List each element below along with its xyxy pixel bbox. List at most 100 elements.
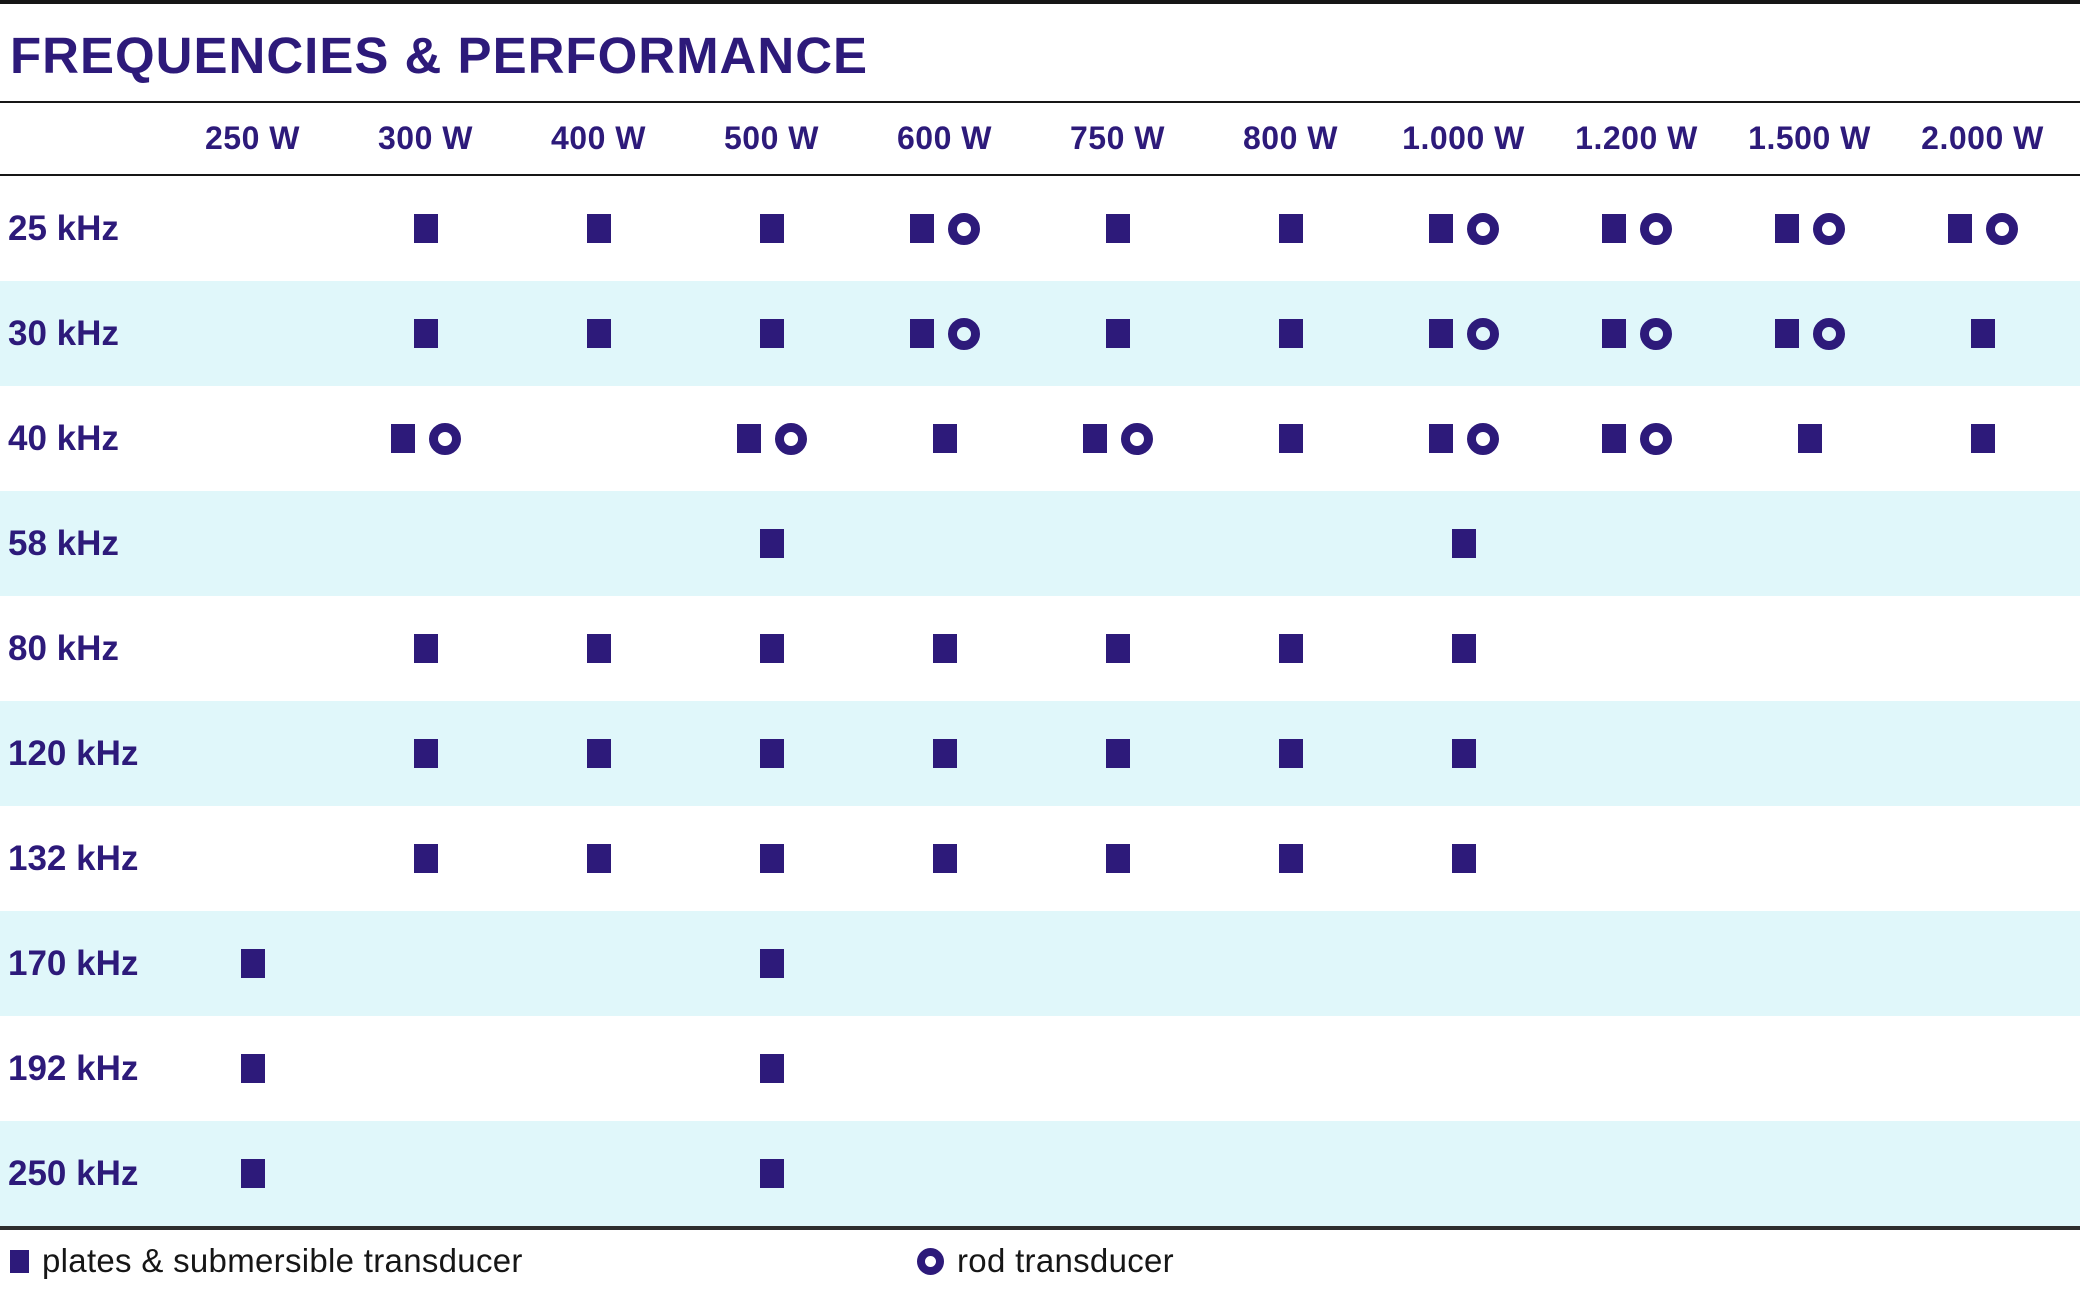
table-cell: [685, 176, 858, 281]
plates-transducer-marker: [1451, 634, 1476, 663]
table-cell: [339, 806, 512, 911]
row-label: 40 kHz: [8, 418, 119, 458]
row-label: 30 kHz: [8, 313, 119, 353]
column-header: 600 W: [897, 120, 992, 156]
column-header: 500 W: [724, 120, 819, 156]
column-header: 1.500 W: [1748, 120, 1871, 156]
plates-transducer-marker: [1105, 844, 1130, 873]
table-cell: [1204, 701, 1377, 806]
table-cell: [166, 491, 339, 596]
plates-transducer-marker: [413, 634, 438, 663]
plates-transducer-marker: [1774, 214, 1799, 243]
plates-transducer-marker: [759, 634, 784, 663]
plates-transducer-marker: [586, 319, 611, 348]
table-cell: [1723, 911, 1896, 1016]
table-cell: [1204, 806, 1377, 911]
row-label: 80 kHz: [8, 628, 119, 668]
plates-transducer-marker: [240, 1054, 265, 1083]
plates-transducer-marker: [759, 529, 784, 558]
table-cell: [1723, 491, 1896, 596]
table-row: 58 kHz: [0, 491, 2080, 596]
legend-label: rod transducer: [957, 1242, 1174, 1279]
plates-transducer-marker: [1428, 319, 1453, 348]
table-cell: [685, 806, 858, 911]
table-cell: [512, 701, 685, 806]
table-cell: [685, 281, 858, 386]
table-row: 192 kHz: [0, 1016, 2080, 1121]
rod-transducer-marker: [1466, 212, 1499, 245]
plates-transducer-marker: [1601, 319, 1626, 348]
title-area: FREQUENCIES & PERFORMANCE: [0, 4, 2080, 101]
plates-transducer-marker: [390, 424, 415, 453]
table-cell: [166, 701, 339, 806]
plates-transducer-marker: [909, 214, 934, 243]
table-cell: [1377, 596, 1550, 701]
table-cell: [339, 491, 512, 596]
table-cell: [1550, 176, 1723, 281]
table-cell: [858, 176, 1031, 281]
table-cell: [1896, 1121, 2069, 1226]
table-cell: [685, 701, 858, 806]
table-cell: [1550, 491, 1723, 596]
table-cell: [1031, 806, 1204, 911]
table-body: 25 kHz 30 kHz 40 kHz 58 kHz 80 kHz 120 kHz 132…: [0, 176, 2080, 1226]
table-cell: [685, 491, 858, 596]
plates-transducer-marker: [240, 949, 265, 978]
table-cell: [1204, 1016, 1377, 1121]
rod-transducer-marker: [917, 1247, 944, 1275]
table-cell: [1377, 1121, 1550, 1226]
table-cell: [858, 806, 1031, 911]
table-cell: [166, 386, 339, 491]
table-cell: [166, 911, 339, 1016]
plates-transducer-marker: [932, 739, 957, 768]
table-cell: [685, 911, 858, 1016]
table-cell: [1896, 1016, 2069, 1121]
table-cell: [1550, 701, 1723, 806]
table-cell: [685, 386, 858, 491]
table-cell: [512, 386, 685, 491]
plates-transducer-marker: [1451, 529, 1476, 558]
table-cell: [685, 1016, 858, 1121]
table-row: 250 kHz: [0, 1121, 2080, 1226]
table-cell: [1031, 1121, 1204, 1226]
plates-transducer-marker: [1082, 424, 1107, 453]
plates-transducer-marker: [1451, 739, 1476, 768]
table-cell: [1377, 806, 1550, 911]
table-cell: [1377, 1016, 1550, 1121]
table-row: 30 kHz: [0, 281, 2080, 386]
plates-transducer-marker: [932, 844, 957, 873]
plates-transducer-marker: [413, 214, 438, 243]
table-cell: [512, 596, 685, 701]
plates-transducer-marker: [759, 1159, 784, 1188]
table-cell: [1377, 281, 1550, 386]
table-cell: [1896, 386, 2069, 491]
plates-transducer-marker: [1105, 319, 1130, 348]
table-cell: [512, 176, 685, 281]
legend-label: plates & submersible transducer: [42, 1242, 523, 1279]
table-cell: [1723, 281, 1896, 386]
table-cell: [858, 701, 1031, 806]
plates-transducer-marker: [759, 214, 784, 243]
table-cell: [1204, 596, 1377, 701]
plates-transducer-marker: [413, 739, 438, 768]
legend-divider-line: [0, 1226, 2080, 1230]
column-header: 250 W: [205, 120, 300, 156]
rod-transducer-marker: [947, 317, 980, 350]
table-cell: [858, 596, 1031, 701]
table-cell: [685, 596, 858, 701]
plates-transducer-marker: [759, 1054, 784, 1083]
row-label: 132 kHz: [8, 838, 139, 878]
table-cell: [512, 491, 685, 596]
rod-transducer-marker: [774, 422, 807, 455]
plates-transducer-marker: [1428, 424, 1453, 453]
column-header: 2.000 W: [1921, 120, 2044, 156]
table-cell: [1031, 386, 1204, 491]
rod-transducer-marker: [1120, 422, 1153, 455]
table-cell: [1031, 701, 1204, 806]
plates-transducer-marker: [1947, 214, 1972, 243]
table-cell: [512, 806, 685, 911]
row-label: 58 kHz: [8, 523, 119, 563]
header-row: 250 W 300 W 400 W 500 W 600 W 750 W 800 W 1.000…: [0, 103, 2080, 174]
table-cell: [858, 386, 1031, 491]
table-row: 80 kHz: [0, 596, 2080, 701]
